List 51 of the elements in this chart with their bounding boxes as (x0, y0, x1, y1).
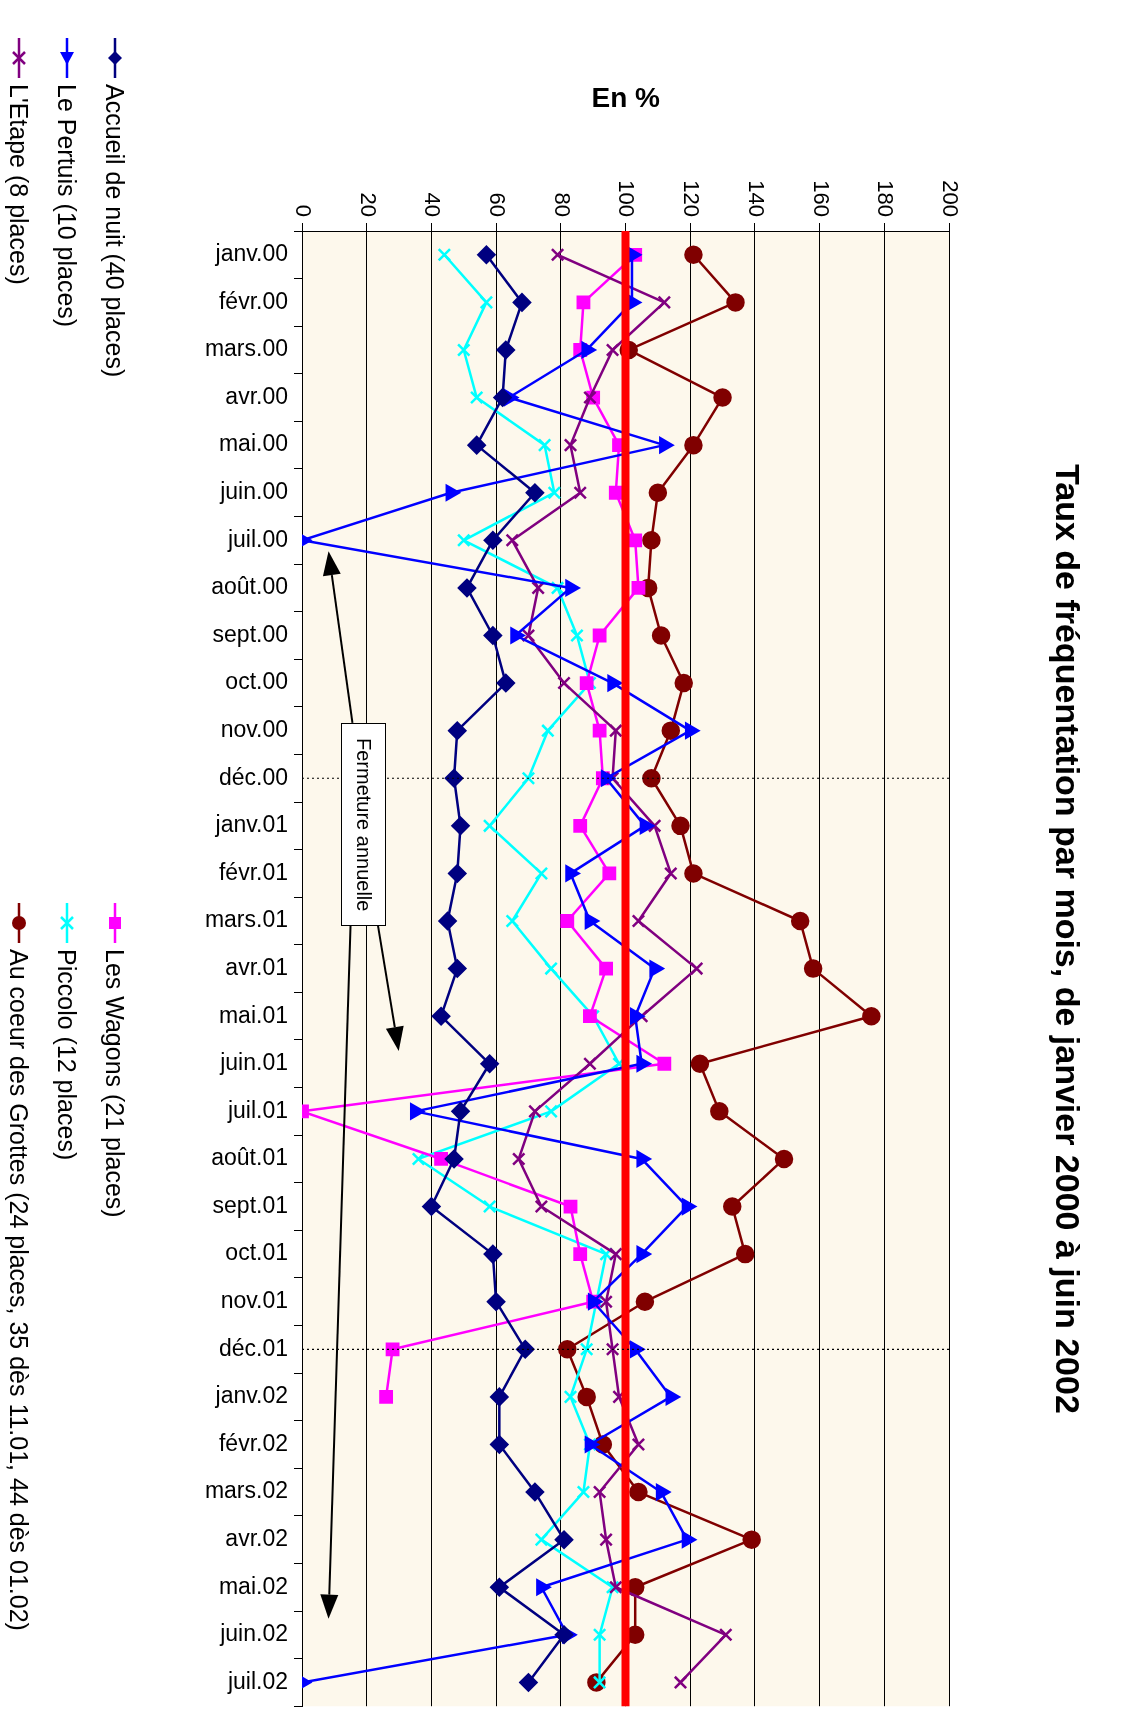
y-tick-label: juin.00 (219, 478, 288, 505)
y-tick-label: févr.01 (218, 858, 288, 885)
y-tick-label: mai.01 (218, 1001, 288, 1028)
x-tick-label: 60 (485, 192, 511, 217)
annotation: Fermeture annuelle (340, 722, 386, 927)
y-tick-label: déc.00 (218, 763, 288, 790)
y-tick-label: sept.00 (212, 620, 288, 647)
y-tick-label: oct.01 (225, 1239, 288, 1266)
text: Taux de fréquentation par mois, de janvier 2000 à juin 2002 (1048, 463, 1087, 1414)
y-tick-label: juil.00 (226, 525, 288, 552)
y-tick-label: janv.02 (214, 1382, 288, 1409)
y-tick-label: avr.00 (225, 382, 288, 409)
y-tick-label: mars.01 (204, 906, 288, 933)
y-tick-label: mars.00 (204, 335, 288, 362)
y-tick-label: févr.00 (218, 287, 288, 314)
y-tick-label: juil.01 (226, 1096, 288, 1123)
legend-label: Au coeur des Grottes (24 places, 35 dès 11.01, 44 dès 01.02) (4, 949, 33, 1631)
y-tick-label: mai.02 (218, 1572, 288, 1599)
x-axis-title: En % (591, 82, 660, 114)
x-tick-label: 200 (937, 180, 963, 217)
y-tick-label: nov.01 (220, 1287, 288, 1314)
x-tick-label: 80 (549, 192, 575, 217)
legend-label: Les Wagons (21 places) (100, 949, 129, 1218)
x-tick-label: 160 (808, 180, 834, 217)
y-tick-label: janv.00 (214, 240, 288, 267)
y-tick-label: nov.00 (220, 716, 288, 743)
x-tick-label: 20 (355, 192, 381, 217)
y-tick-label: juil.02 (226, 1667, 288, 1694)
y-tick-label: déc.01 (218, 1334, 288, 1361)
x-tick-label: 140 (743, 180, 769, 217)
x-tick-label: 40 (420, 192, 446, 217)
legend-label: Piccolo (12 places) (52, 949, 81, 1161)
y-tick-label: janv.01 (214, 811, 288, 838)
legend-label: Le Pertuis (10 places) (52, 84, 81, 328)
y-tick-label: mai.00 (218, 430, 288, 457)
x-tick-label: 100 (614, 180, 640, 217)
y-tick-label: avr.01 (225, 953, 288, 980)
y-tick-label: févr.02 (218, 1429, 288, 1456)
y-tick-label: juin.01 (219, 1049, 288, 1076)
y-tick-label: mars.02 (204, 1477, 288, 1504)
y-tick-label: août.00 (211, 573, 288, 600)
y-tick-label: août.01 (211, 1144, 288, 1171)
y-tick-label: juin.02 (219, 1620, 288, 1647)
legend-label: Accueil de nuit (40 places) (100, 84, 129, 378)
legend-label: L'Etape (8 places) (4, 84, 33, 285)
x-tick-label: 0 (290, 204, 316, 217)
x-tick-label: 180 (873, 180, 899, 217)
x-tick-label: 120 (679, 180, 705, 217)
y-tick-label: sept.01 (212, 1191, 288, 1218)
y-tick-label: oct.00 (225, 668, 288, 695)
y-tick-label: avr.02 (225, 1524, 288, 1551)
